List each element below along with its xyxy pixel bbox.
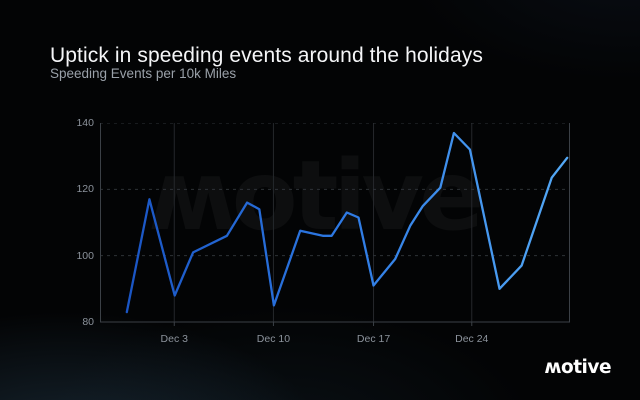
- y-axis-tick-label: 120: [76, 183, 94, 196]
- y-axis-tick-label: 140: [76, 117, 94, 129]
- x-axis-tick-label: Dec 3: [160, 333, 188, 345]
- y-axis-tick-label: 80: [82, 316, 94, 328]
- y-axis-tick-label: 100: [76, 249, 94, 262]
- page-title: Uptick in speeding events around the hol…: [50, 44, 483, 68]
- motive-logo: ʍotive: [544, 357, 611, 378]
- x-axis-tick-label: Dec 24: [455, 333, 489, 345]
- motive-watermark-logo: ʍotive: [148, 148, 484, 244]
- x-axis-tick-label: Dec 10: [256, 333, 291, 345]
- x-axis-tick-label: Dec 17: [356, 333, 391, 345]
- chart-subtitle: Speeding Events per 10k Miles: [50, 66, 237, 81]
- line-chart-canvas: [100, 123, 570, 326]
